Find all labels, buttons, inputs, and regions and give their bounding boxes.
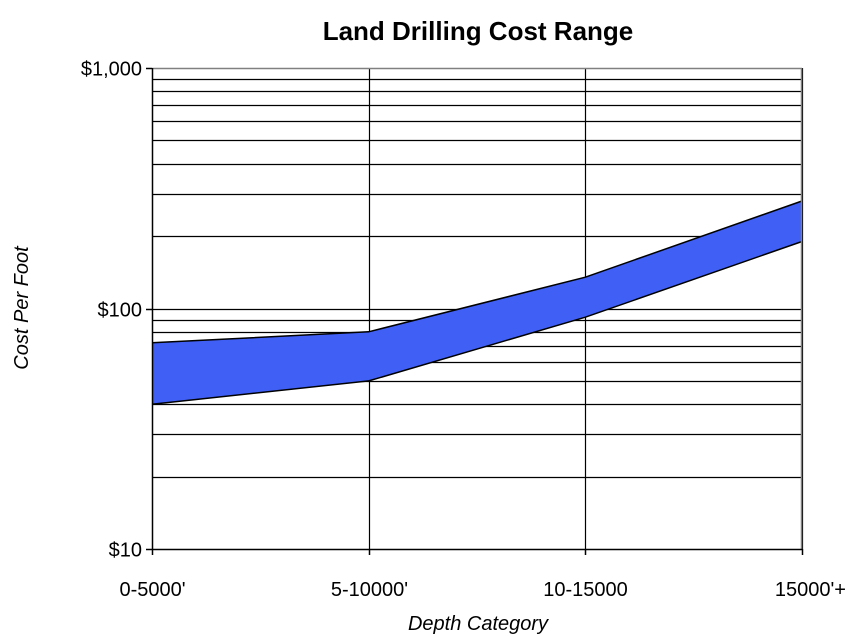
y-tick-label: $10	[109, 540, 142, 562]
tick-layer: $10 $100 $1,000 0-5000' 5-10000' 10-15000 1500…	[81, 59, 846, 602]
cost-range-band	[152, 201, 802, 405]
x-axis-label: Depth Category	[408, 613, 549, 635]
x-tick-label: 5-10000'	[331, 579, 408, 601]
band-upper-edge	[151, 200, 803, 344]
y-axis-label: Cost Per Foot	[11, 245, 33, 370]
series-layer	[151, 200, 803, 405]
y-tick-label: $100	[98, 300, 143, 322]
x-tick-label: 15000'+	[775, 579, 846, 601]
x-tick-label: 0-5000'	[119, 579, 185, 601]
band-lower-edge	[151, 240, 803, 405]
x-tick-label: 10-15000	[543, 579, 628, 601]
y-tick-label: $1,000	[81, 59, 142, 81]
axis-layer	[151, 67, 803, 551]
chart-title: Land Drilling Cost Range	[323, 16, 634, 46]
